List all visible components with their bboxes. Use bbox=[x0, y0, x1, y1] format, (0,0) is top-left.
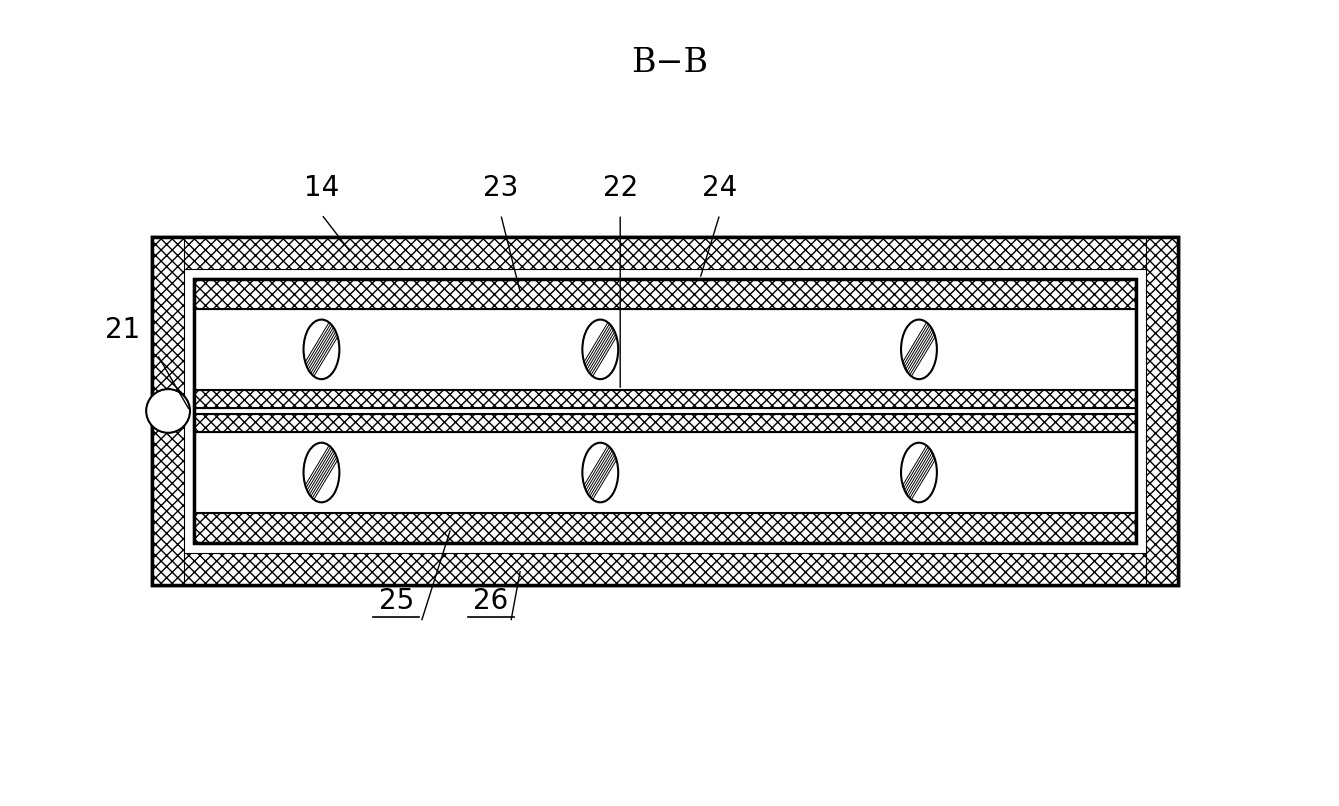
Text: 25: 25 bbox=[379, 587, 414, 614]
Bar bbox=[194, 279, 1135, 543]
Text: B−B: B−B bbox=[631, 48, 708, 80]
Ellipse shape bbox=[582, 442, 619, 502]
Bar bbox=[153, 237, 1178, 584]
Text: 21: 21 bbox=[104, 317, 139, 344]
Ellipse shape bbox=[582, 319, 619, 379]
Text: 14: 14 bbox=[304, 174, 339, 202]
Text: 24: 24 bbox=[702, 174, 738, 202]
Bar bbox=[194, 513, 1135, 543]
Bar bbox=[194, 279, 1135, 309]
Bar bbox=[153, 553, 1178, 584]
Bar bbox=[153, 237, 183, 584]
Ellipse shape bbox=[901, 319, 937, 379]
Text: 23: 23 bbox=[483, 174, 518, 202]
Bar bbox=[194, 414, 1135, 432]
Bar bbox=[153, 237, 1178, 584]
Ellipse shape bbox=[304, 319, 339, 379]
Text: 26: 26 bbox=[473, 587, 509, 614]
Ellipse shape bbox=[901, 442, 937, 502]
Ellipse shape bbox=[304, 442, 339, 502]
Bar bbox=[194, 414, 1135, 432]
Bar bbox=[194, 279, 1135, 543]
Text: 22: 22 bbox=[603, 174, 637, 202]
Bar bbox=[153, 237, 1178, 269]
Bar bbox=[1146, 237, 1178, 584]
Bar bbox=[194, 279, 1135, 309]
Circle shape bbox=[146, 389, 190, 433]
Bar bbox=[194, 390, 1135, 408]
Bar bbox=[194, 513, 1135, 543]
Bar bbox=[194, 390, 1135, 408]
